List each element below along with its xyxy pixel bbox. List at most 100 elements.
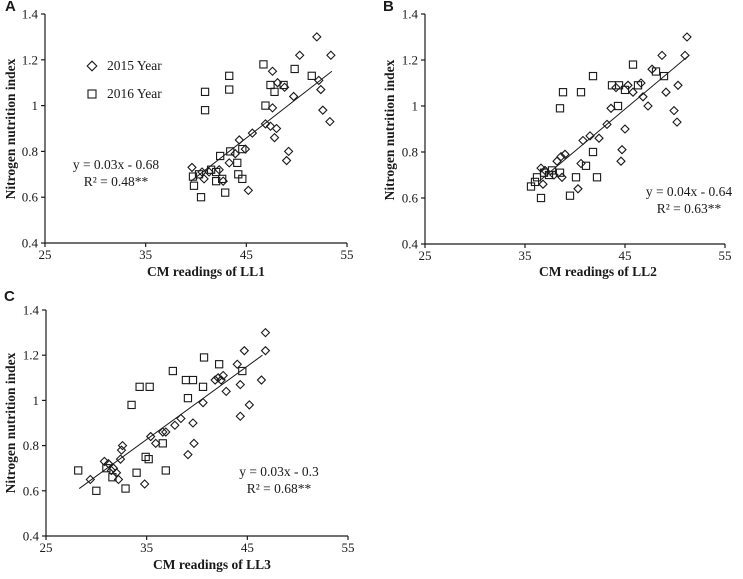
square-marker-icon: [87, 89, 97, 99]
data-point-2016: [127, 400, 136, 410]
y-tick-label: 0.6: [23, 483, 40, 498]
x-tick-label: 45: [241, 540, 254, 555]
data-point-2015: [187, 162, 197, 173]
trend-line: [190, 70, 333, 182]
data-point-2016: [555, 168, 565, 177]
data-point-2015: [117, 440, 128, 451]
x-tick-label: 55: [341, 247, 354, 262]
data-point-2015: [611, 82, 621, 93]
data-point-2015: [560, 149, 570, 160]
data-point-2016: [183, 393, 193, 403]
data-point-2015: [616, 156, 626, 166]
data-point-2016: [555, 104, 565, 113]
y-tick-label: 1.4: [23, 303, 40, 318]
data-point-2016: [614, 81, 624, 90]
panel-c-regression-annotation: y = 0.03x - 0.3 R² = 0.68**: [239, 463, 319, 497]
data-point-2016: [547, 166, 557, 175]
data-point-2016: [181, 375, 191, 385]
data-point-2016: [233, 158, 242, 167]
x-tick-label: 25: [40, 540, 53, 555]
data-point-2016: [530, 177, 540, 187]
legend-item-2015: 2015 Year: [86, 52, 162, 80]
data-point-2015: [188, 418, 198, 428]
data-point-2015: [672, 117, 682, 127]
legend: 2015 Year 2016 Year: [86, 52, 162, 108]
x-tick-label: 55: [342, 540, 355, 555]
data-point-2015: [239, 345, 250, 356]
x-tick-label: 35: [139, 247, 152, 262]
data-point-2016: [216, 151, 225, 161]
diamond-marker-icon: [86, 60, 98, 72]
data-point-2016: [214, 360, 224, 369]
data-point-2016: [225, 71, 234, 80]
data-point-2015: [99, 456, 110, 467]
panel-c-equation-text: y = 0.03x - 0.3: [239, 464, 319, 479]
data-point-2016: [226, 147, 235, 156]
legend-label-2016: 2016 Year: [107, 86, 162, 101]
data-point-2016: [558, 88, 568, 97]
data-point-2016: [225, 85, 234, 94]
data-point-2015: [230, 148, 241, 159]
data-point-2016: [659, 71, 669, 81]
data-point-2016: [238, 144, 247, 154]
data-point-2016: [536, 193, 546, 203]
data-point-2015: [325, 116, 335, 127]
data-point-2015: [267, 66, 278, 77]
x-tick-label: 55: [719, 248, 732, 263]
data-point-2015: [115, 454, 126, 464]
data-point-2016: [206, 165, 216, 174]
y-tick-label: 1: [32, 98, 39, 113]
legend-item-2016: 2016 Year: [86, 80, 162, 108]
data-point-2016: [135, 382, 144, 391]
data-point-2015: [204, 167, 214, 177]
data-point-2015: [576, 158, 586, 169]
data-point-2016: [102, 464, 111, 473]
data-point-2015: [218, 370, 228, 381]
data-point-2016: [92, 486, 101, 495]
y-tick-label: 0.8: [402, 145, 418, 160]
panel-b-x-axis-title: CM readings of LL2: [539, 264, 657, 279]
data-point-2016: [544, 170, 554, 180]
data-point-2015: [183, 449, 193, 460]
y-tick-label: 1.2: [402, 53, 418, 68]
x-tick-label: 35: [519, 248, 532, 263]
panel-a-regression-annotation: y = 0.03x - 0.68 R² = 0.48**: [73, 156, 159, 190]
y-tick-label: 0.4: [402, 237, 419, 252]
panel-b-r-squared-text: R² = 0.63**: [656, 201, 722, 216]
data-point-2016: [588, 147, 598, 157]
data-point-2015: [176, 413, 186, 424]
data-point-2016: [198, 382, 208, 391]
data-point-2015: [281, 155, 292, 166]
data-point-2015: [682, 32, 692, 42]
panel-a-x-axis-title: CM readings of LL1: [147, 264, 265, 279]
data-point-2015: [673, 80, 683, 91]
panel-b-plot: 25 35 45 55 0.4 0.6 0.8 1 1.2 1.4: [402, 7, 732, 264]
data-point-2015: [116, 445, 127, 455]
data-point-2016: [188, 375, 198, 385]
data-point-2015: [638, 92, 648, 102]
panel-b: 25 35 45 55 0.4 0.6 0.8 1 1.2 1.4 B Nitrogen nutr…: [371, 0, 743, 290]
data-point-2015: [314, 75, 324, 86]
data-point-2016: [279, 80, 288, 90]
data-point-2016: [261, 101, 270, 110]
data-point-2015: [594, 133, 604, 143]
panel-a-y-axis-title: Nitrogen nutrition index: [3, 58, 18, 200]
data-point-2016: [221, 188, 230, 197]
panel-c-y-axis-title: Nitrogen nutrition index: [3, 352, 18, 494]
panel-a-letter: A: [5, 0, 16, 15]
data-point-2016: [218, 174, 227, 184]
data-point-2015: [316, 84, 326, 95]
data-point-2015: [312, 32, 322, 42]
data-point-2015: [265, 121, 276, 131]
data-point-2015: [294, 50, 305, 60]
data-point-2015: [170, 420, 180, 431]
data-point-2016: [121, 484, 130, 493]
panel-b-letter: B: [383, 0, 394, 15]
x-tick-label: 45: [619, 248, 632, 263]
panel-c: 25 35 45 55 0.4 0.6 0.8 1 1.2 1.4 C Nitrogen nutr…: [0, 289, 371, 579]
data-point-2015: [620, 124, 630, 134]
data-point-2015: [623, 80, 633, 91]
data-point-2015: [214, 164, 224, 175]
data-point-2016: [145, 382, 154, 391]
data-point-2015: [244, 400, 255, 410]
